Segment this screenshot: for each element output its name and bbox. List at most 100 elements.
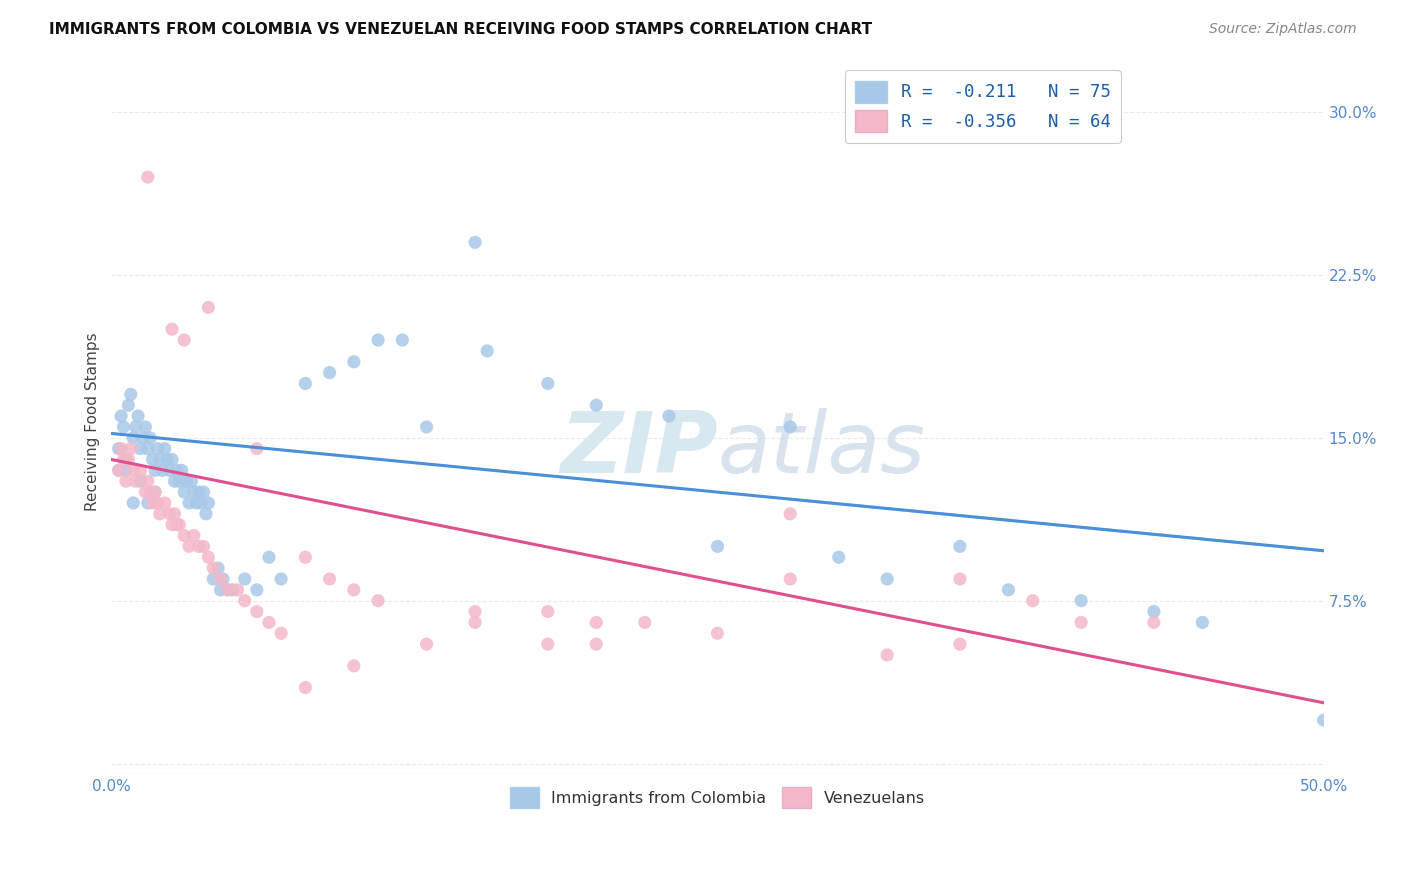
Point [779,507,801,521]
Point [146,442,169,456]
Point [183,485,205,500]
Point [139,431,162,445]
Point [270,626,292,640]
Point [585,637,607,651]
Point [257,615,280,630]
Point [876,572,898,586]
Point [166,463,188,477]
Point [134,485,156,500]
Point [120,387,142,401]
Point [187,485,209,500]
Point [634,615,657,630]
Point [107,442,129,456]
Point [202,572,225,586]
Point [464,605,486,619]
Point [233,593,256,607]
Point [658,409,681,423]
Point [221,582,243,597]
Point [477,343,499,358]
Point [115,452,138,467]
Point [142,496,165,510]
Point [127,409,149,423]
Point [217,582,239,597]
Point [537,605,560,619]
Point [177,496,200,510]
Point [1312,713,1334,727]
Point [217,582,239,597]
Point [246,582,269,597]
Point [343,355,366,369]
Point [163,474,186,488]
Point [149,452,172,467]
Point [193,540,215,554]
Point [197,550,219,565]
Point [318,366,340,380]
Point [176,474,198,488]
Point [207,561,229,575]
Point [294,681,316,695]
Point [107,463,129,477]
Point [169,517,191,532]
Point [112,452,135,467]
Point [537,376,560,391]
Point [143,463,166,477]
Point [163,507,186,521]
Text: atlas: atlas [717,409,925,491]
Point [1070,593,1092,607]
Point [122,496,145,510]
Point [115,474,138,488]
Point [183,528,205,542]
Point [153,496,176,510]
Point [136,474,159,488]
Point [1021,593,1043,607]
Point [136,170,159,185]
Point [134,420,156,434]
Point [257,550,280,565]
Point [160,517,183,532]
Point [318,572,340,586]
Point [1143,615,1166,630]
Legend: Immigrants from Colombia, Venezuelans: Immigrants from Colombia, Venezuelans [502,780,934,816]
Point [1191,615,1213,630]
Point [193,485,215,500]
Point [173,485,195,500]
Point [202,561,225,575]
Point [117,452,139,467]
Point [177,540,200,554]
Point [143,485,166,500]
Point [270,572,292,586]
Point [1143,605,1166,619]
Y-axis label: Receiving Food Stamps: Receiving Food Stamps [86,332,100,511]
Text: Source: ZipAtlas.com: Source: ZipAtlas.com [1209,22,1357,37]
Point [537,637,560,651]
Point [246,442,269,456]
Point [209,572,232,586]
Point [156,452,179,467]
Point [706,540,728,554]
Point [132,431,155,445]
Point [779,572,801,586]
Point [129,442,152,456]
Point [209,582,232,597]
Point [124,420,146,434]
Point [949,540,972,554]
Point [212,572,235,586]
Point [464,615,486,630]
Point [159,507,181,521]
Point [197,301,219,315]
Point [1070,615,1092,630]
Point [169,474,191,488]
Point [166,517,188,532]
Point [585,398,607,412]
Point [190,496,212,510]
Text: ZIP: ZIP [560,409,717,491]
Point [226,582,249,597]
Point [173,528,195,542]
Point [173,333,195,347]
Point [122,431,145,445]
Point [143,485,166,500]
Point [170,463,193,477]
Point [367,593,389,607]
Point [949,572,972,586]
Point [197,496,219,510]
